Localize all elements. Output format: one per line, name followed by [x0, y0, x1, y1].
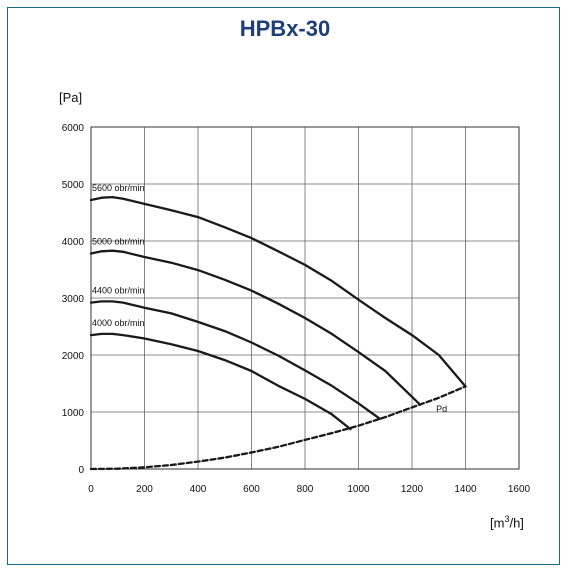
x-tick-label: 800 [297, 484, 314, 495]
x-axis-label-base: [m [490, 515, 505, 531]
series-label: 4400 obr/min [92, 286, 145, 296]
x-tick-label: 1400 [454, 484, 477, 495]
y-tick-label: 4000 [62, 237, 85, 248]
x-axis-label-tail: /h] [509, 515, 524, 531]
series-label: 5000 obr/min [92, 237, 145, 247]
y-tick-label: 0 [78, 465, 84, 476]
series-label: 5600 obr/min [92, 183, 145, 193]
chart-title: HPBx-30 [239, 16, 331, 41]
y-tick-labels: 0 1000 2000 3000 4000 5000 6000 [62, 123, 85, 476]
y-tick-label: 3000 [62, 294, 85, 305]
y-tick-label: 2000 [62, 351, 85, 362]
x-tick-label: 400 [190, 484, 207, 495]
x-axis-label-superscript: 3 [504, 514, 510, 524]
x-tick-label: 1600 [508, 484, 531, 495]
y-tick-label: 1000 [62, 408, 85, 419]
x-tick-label: 1200 [401, 484, 424, 495]
series-line-pd [89, 385, 467, 471]
series-label: Pd [436, 404, 447, 414]
x-tick-labels: 0 200 400 600 800 1000 1200 1400 1600 [88, 484, 530, 495]
series-label: 4000 obr/min [92, 318, 145, 328]
chart-frame [7, 7, 560, 565]
series-line-rpm-2 [89, 300, 382, 420]
series-labels: 5600 obr/min 5000 obr/min 4400 obr/min 4000… [92, 183, 447, 414]
x-tick-label: 0 [88, 484, 94, 495]
y-tick-label: 6000 [62, 123, 85, 134]
series-line-rpm-3 [89, 332, 352, 431]
series-lines [89, 195, 467, 471]
grid-lines [90, 126, 520, 470]
series-line-rpm-1 [89, 249, 422, 406]
series-line-rpm-0 [89, 195, 467, 388]
axes [90, 126, 520, 470]
x-tick-label: 600 [243, 484, 260, 495]
plot-border [90, 126, 520, 470]
x-tick-label: 200 [136, 484, 153, 495]
x-axis-label: [m3/h] [490, 514, 524, 530]
y-tick-label: 5000 [62, 180, 85, 191]
y-axis-label: [Pa] [59, 90, 83, 105]
x-tick-label: 1000 [347, 484, 370, 495]
